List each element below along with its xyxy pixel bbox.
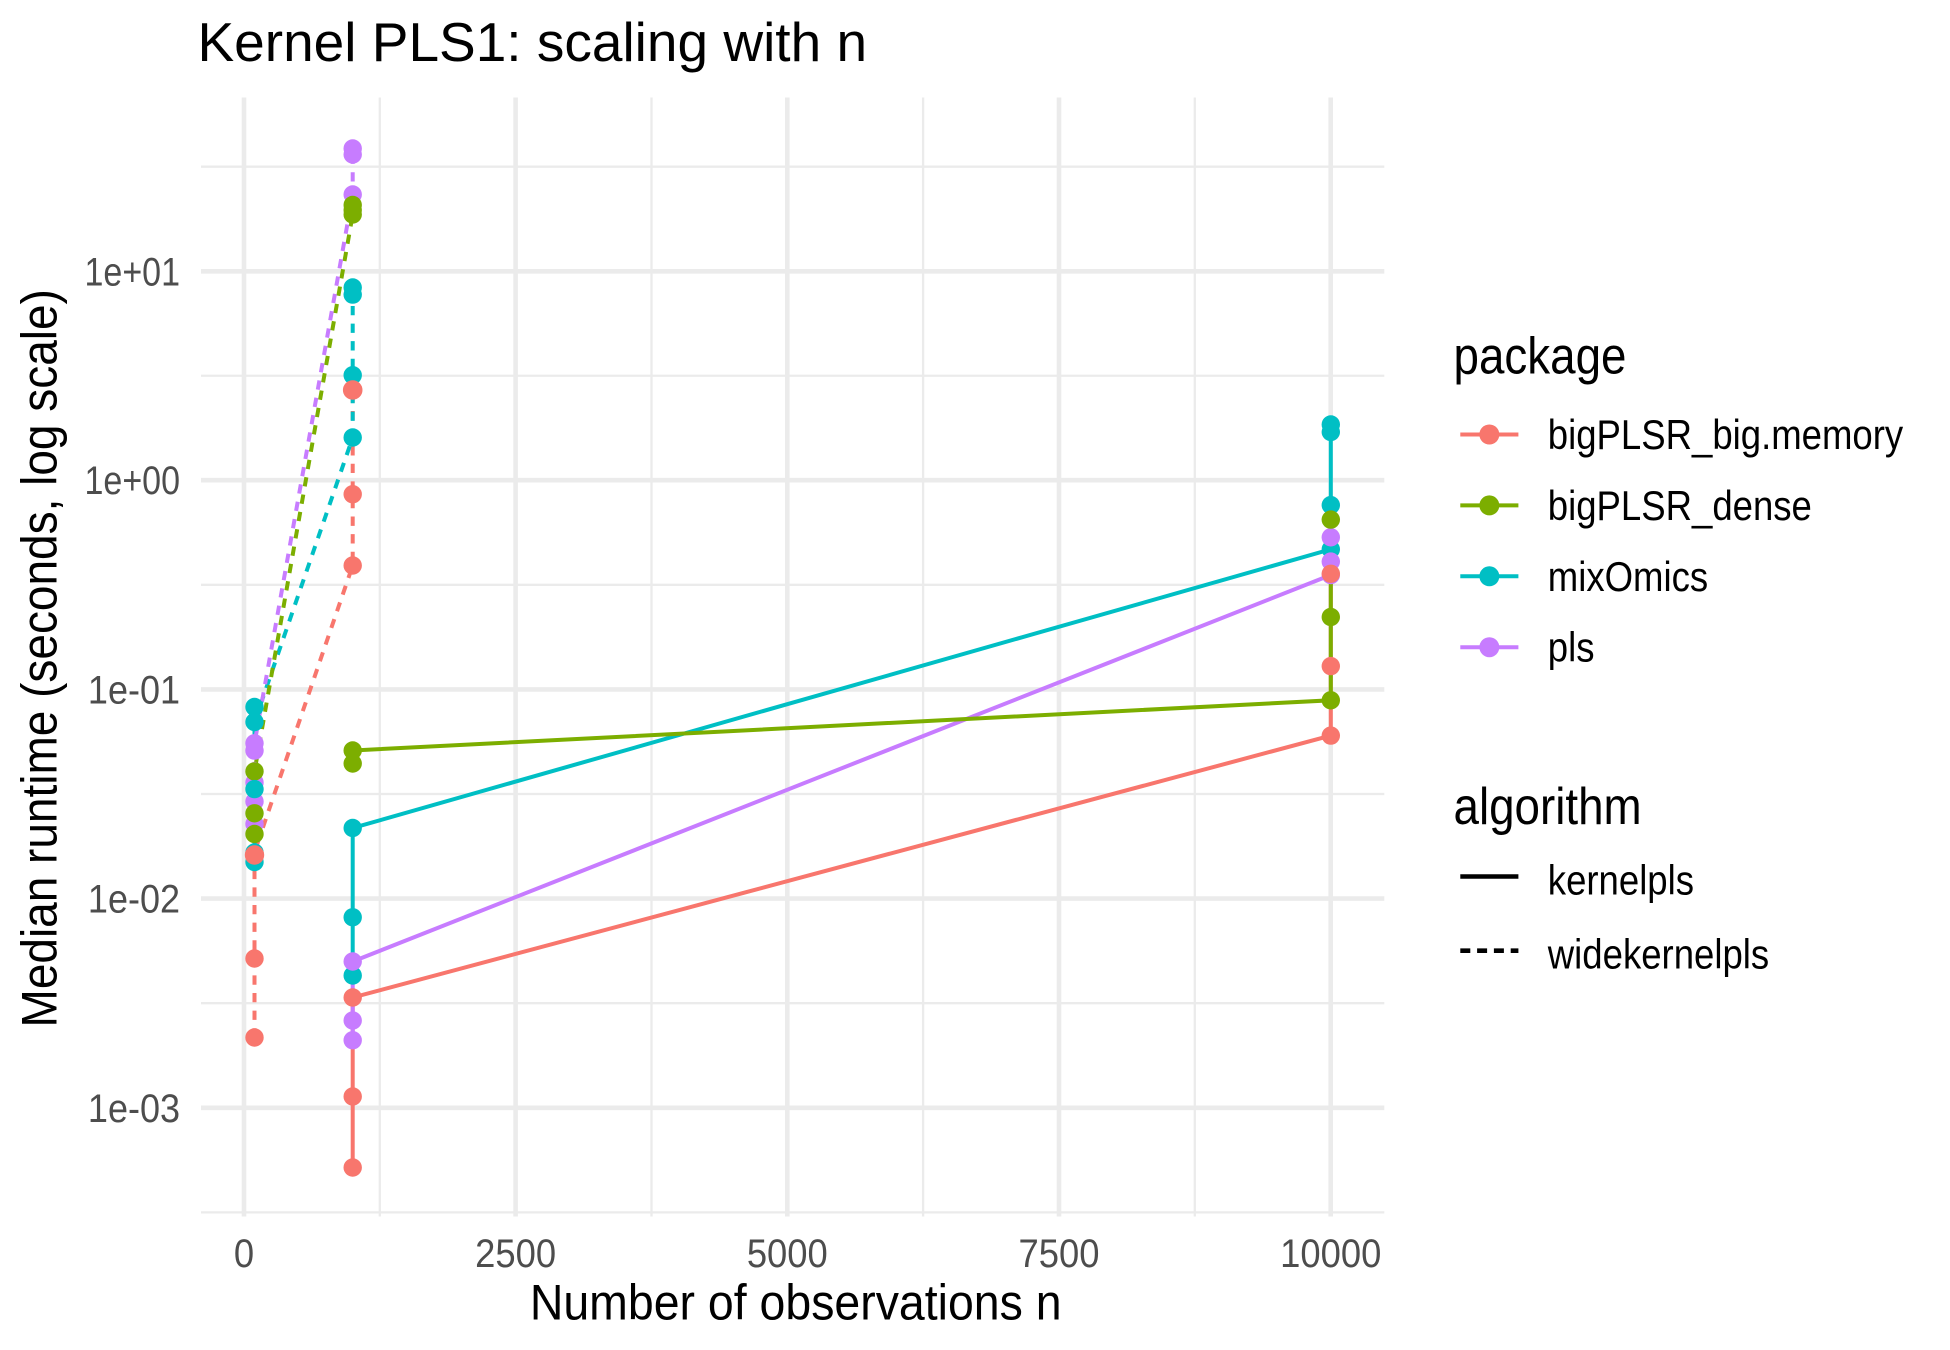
svg-text:algorithm: algorithm (1454, 778, 1642, 835)
svg-text:1e-02: 1e-02 (88, 878, 180, 922)
svg-text:Number of observations n: Number of observations n (530, 1275, 1062, 1331)
svg-text:0: 0 (234, 1231, 254, 1276)
svg-text:Kernel PLS1: scaling with n: Kernel PLS1: scaling with n (198, 11, 868, 73)
svg-text:10000: 10000 (1280, 1231, 1381, 1276)
svg-text:widekernelpls: widekernelpls (1547, 931, 1769, 978)
svg-text:bigPLSR_dense: bigPLSR_dense (1548, 483, 1812, 530)
svg-text:1e+01: 1e+01 (85, 249, 180, 294)
svg-text:5000: 5000 (747, 1231, 828, 1276)
svg-text:kernelpls: kernelpls (1548, 857, 1694, 904)
svg-text:pls: pls (1548, 624, 1595, 671)
svg-text:package: package (1454, 328, 1627, 385)
svg-text:1e+00: 1e+00 (85, 458, 180, 503)
svg-text:1e-01: 1e-01 (88, 669, 180, 713)
svg-text:Median runtime (seconds, log s: Median runtime (seconds, log scale) (13, 289, 68, 1027)
svg-text:7500: 7500 (1019, 1231, 1100, 1276)
svg-text:2500: 2500 (475, 1231, 556, 1276)
svg-text:1e-03: 1e-03 (88, 1087, 180, 1131)
svg-text:bigPLSR_big.memory: bigPLSR_big.memory (1548, 412, 1904, 459)
svg-text:mixOmics: mixOmics (1548, 553, 1708, 600)
